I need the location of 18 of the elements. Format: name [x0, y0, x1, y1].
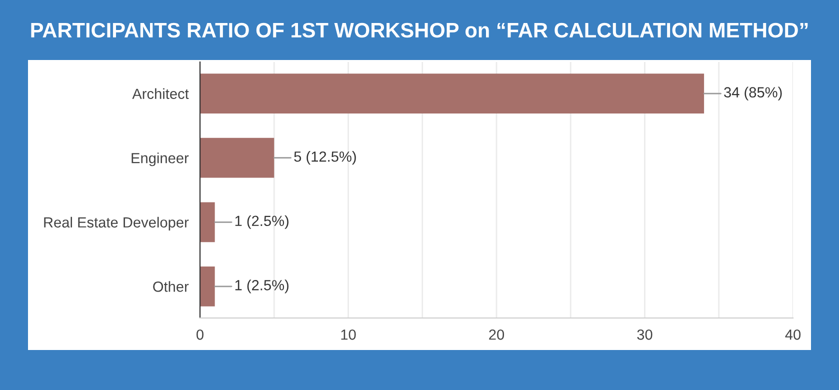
data-label: 1 (2.5%): [235, 280, 288, 294]
data-label: 1 (2.5%): [235, 215, 288, 229]
data-label: 34 (85%): [724, 86, 782, 100]
y-tick-label: Architect: [132, 88, 189, 99]
x-tick-label: 20: [489, 329, 504, 340]
bar: [200, 74, 704, 114]
x-tick-label: 0: [196, 329, 204, 340]
bar: [200, 138, 274, 178]
bar: [200, 202, 215, 242]
bar: [200, 266, 215, 306]
x-tick-label: 10: [341, 329, 356, 340]
y-tick-label: Real Estate Developer: [44, 216, 189, 230]
chart-title: PARTICIPANTS RATIO OF 1ST WORKSHOP on “FAR CALCULATION METHOD”: [31, 22, 808, 38]
x-tick-label: 40: [785, 329, 801, 340]
y-tick-label: Engineer: [132, 152, 189, 166]
x-tick-label: 30: [637, 329, 652, 340]
data-label: 5 (12.5%): [294, 151, 356, 165]
y-tick-label: Other: [153, 281, 189, 292]
